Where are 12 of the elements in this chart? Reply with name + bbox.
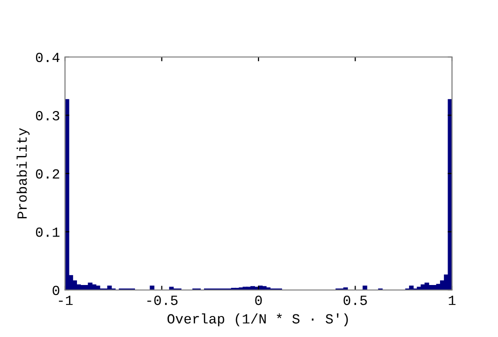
x-axis-title: Overlap (1/N * S · S′) bbox=[168, 313, 348, 326]
y-axis-title: Probability bbox=[16, 128, 30, 218]
y-tick-label: 0 bbox=[52, 286, 60, 296]
x-tick-label: -0.5 bbox=[147, 296, 178, 306]
x-tick-label: 0.5 bbox=[344, 296, 367, 306]
y-tick-label: 0.4 bbox=[36, 52, 60, 62]
y-tick-label: 0.1 bbox=[36, 227, 60, 237]
y-tick-label: 0.2 bbox=[36, 169, 60, 179]
y-tick-label: 0.3 bbox=[36, 110, 60, 120]
x-tick-label: -1 bbox=[58, 296, 73, 305]
x-tick-label: 0 bbox=[255, 296, 262, 306]
x-tick-label: 1 bbox=[448, 296, 456, 305]
